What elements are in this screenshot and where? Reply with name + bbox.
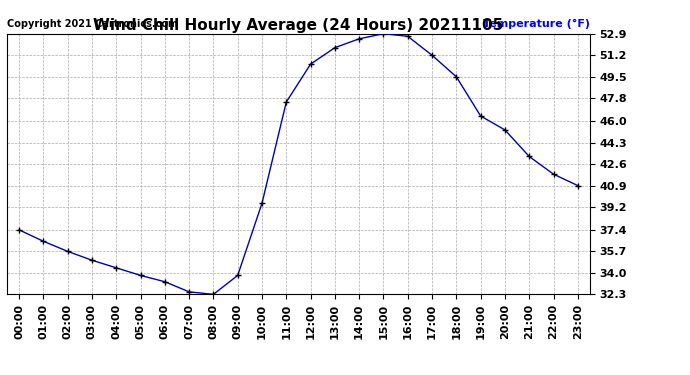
Title: Wind Chill Hourly Average (24 Hours) 20211105: Wind Chill Hourly Average (24 Hours) 202…: [93, 18, 504, 33]
Text: Copyright 2021 Cartronics.com: Copyright 2021 Cartronics.com: [7, 18, 178, 28]
Text: Temperature (°F): Temperature (°F): [483, 18, 590, 28]
